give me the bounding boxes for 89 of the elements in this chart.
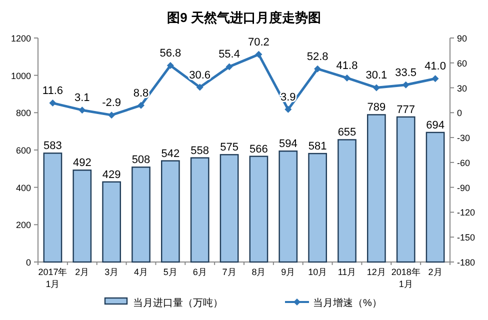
x-tick-label: 11月 xyxy=(338,267,356,277)
point xyxy=(372,84,380,92)
data-label: 581 xyxy=(308,140,327,153)
point xyxy=(196,84,204,91)
legend-label: 当月增速（%） xyxy=(313,297,382,309)
point xyxy=(166,62,174,70)
y2-tick-label: 0 xyxy=(457,108,462,118)
bar xyxy=(190,157,210,263)
data-label: 41.0 xyxy=(424,60,446,73)
legend-label: 当月进口量（万吨） xyxy=(133,297,223,309)
y-tick-label: 800 xyxy=(16,108,31,118)
x-tick-label: 12月 xyxy=(366,267,386,277)
x-tick-label: 7月 xyxy=(222,267,236,277)
y2-tick-label: -30 xyxy=(457,133,470,144)
data-label: 583 xyxy=(44,140,62,152)
y2-tick-label: -120 xyxy=(457,208,476,218)
data-label: 11.6 xyxy=(42,85,64,98)
data-label: 789 xyxy=(367,102,386,114)
bar xyxy=(132,166,150,263)
bar xyxy=(72,170,92,263)
x-tick-label: 5月 xyxy=(163,267,178,277)
data-label: 575 xyxy=(220,142,238,154)
point xyxy=(284,106,292,113)
x-tick-label: 9月 xyxy=(281,267,296,277)
y-tick-label: 1200 xyxy=(10,34,31,44)
x-tick-label: 3月 xyxy=(104,267,119,277)
y2-tick-label: -150 xyxy=(457,232,476,243)
y2-tick-label: -90 xyxy=(457,182,470,193)
point xyxy=(344,74,350,82)
y-tick-label: 1000 xyxy=(10,70,31,81)
bar xyxy=(308,152,327,263)
point xyxy=(314,65,322,72)
x-tick-label: 2018年 1月 xyxy=(391,267,420,289)
data-label: 508 xyxy=(132,154,150,166)
x-tick-label: 8月 xyxy=(252,267,266,277)
y2-tick-label: 30 xyxy=(457,83,468,94)
x-tick-label: 2月 xyxy=(428,267,442,277)
data-label: 56.8 xyxy=(160,48,182,60)
point xyxy=(108,112,116,119)
y2-tick-label: 90 xyxy=(457,34,468,44)
data-label: 566 xyxy=(250,143,268,156)
data-label: 52.8 xyxy=(306,50,328,63)
y-tick-label: 0 xyxy=(26,258,31,268)
point xyxy=(226,63,233,70)
point xyxy=(138,102,144,109)
data-label: 558 xyxy=(190,144,210,157)
bar xyxy=(43,152,62,263)
x-tick-label: 10月 xyxy=(308,267,328,277)
x-tick-label: 6月 xyxy=(192,267,207,277)
y-tick-label: 400 xyxy=(16,182,31,193)
bar xyxy=(338,139,356,263)
point xyxy=(402,81,410,88)
point xyxy=(432,75,439,82)
data-label: 492 xyxy=(72,157,92,170)
chart-title: 图9 天然气进口月度走势图 xyxy=(167,10,321,25)
point xyxy=(49,100,56,107)
data-label: 30.1 xyxy=(366,70,388,82)
data-label: 70.2 xyxy=(248,36,270,48)
data-label: 777 xyxy=(396,104,416,116)
data-label: 655 xyxy=(338,126,356,139)
data-label: -2.9 xyxy=(102,97,122,110)
bar xyxy=(161,160,180,263)
bar xyxy=(249,156,268,263)
point xyxy=(255,50,262,58)
y2-tick-label: 60 xyxy=(457,58,468,68)
bar xyxy=(367,114,386,263)
data-label: 30.6 xyxy=(189,69,211,82)
data-label: 55.4 xyxy=(218,48,240,61)
y-tick-label: 600 xyxy=(16,146,31,156)
data-label: 3.1 xyxy=(74,92,90,104)
data-label: 542 xyxy=(161,148,180,160)
data-label: 33.5 xyxy=(395,66,417,79)
data-label: 694 xyxy=(426,119,444,132)
y2-tick-label: -60 xyxy=(457,158,470,168)
data-label: 429 xyxy=(102,168,121,181)
y2-tick-label: -180 xyxy=(457,258,476,268)
point xyxy=(78,106,86,114)
y-tick-label: 200 xyxy=(16,220,31,230)
bar xyxy=(396,116,416,263)
bar xyxy=(102,181,121,263)
bar xyxy=(220,154,239,263)
bar xyxy=(426,132,445,263)
data-label: 41.8 xyxy=(336,60,358,72)
x-tick-label: 2月 xyxy=(75,267,90,277)
data-label: 594 xyxy=(278,138,298,150)
x-tick-label: 4月 xyxy=(134,267,148,277)
bar xyxy=(278,150,298,263)
x-tick-label: 2017年 1月 xyxy=(38,267,68,289)
data-label: 8.8 xyxy=(133,87,149,100)
